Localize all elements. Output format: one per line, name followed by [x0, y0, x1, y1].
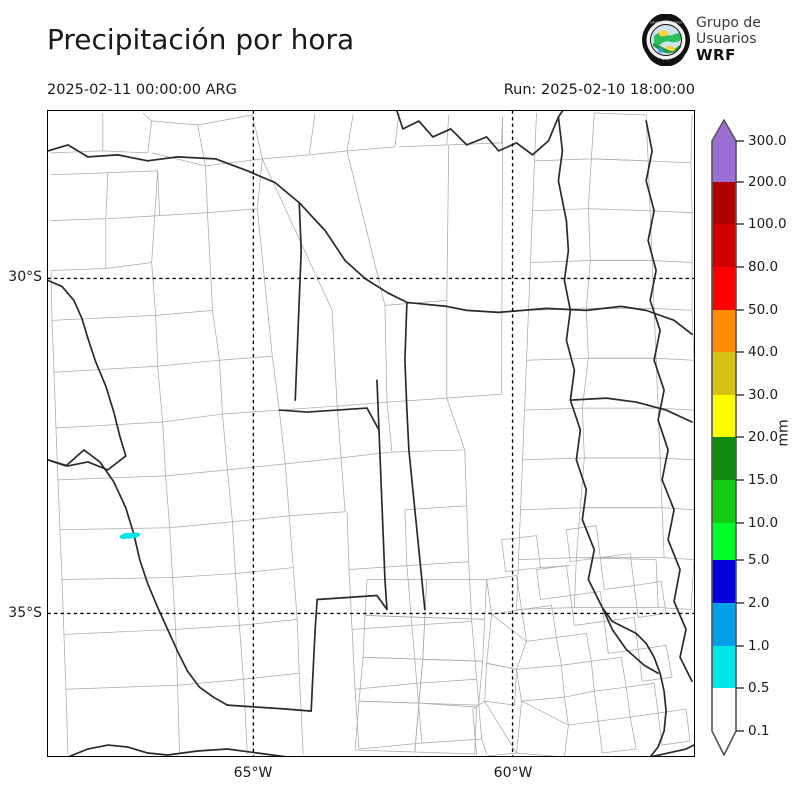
- colorbar-gradient: [711, 119, 744, 756]
- logo-line-1: Grupo de: [696, 15, 761, 31]
- colorbar-tick-0-5: 0.5: [748, 680, 770, 696]
- graticule: [48, 111, 694, 756]
- logo-line-2: Usuarios: [696, 31, 757, 47]
- logo-line-3: WRF: [696, 46, 736, 64]
- precipitation-field: [119, 532, 141, 540]
- lat-tick-35S: 35°S: [8, 605, 42, 621]
- colorbar-tick-80: 80.0: [748, 259, 779, 275]
- colorbar-tick-1: 1.0: [748, 638, 770, 654]
- province-boundaries: [48, 111, 694, 756]
- map-vector-layers: [48, 111, 694, 756]
- logo-text: Grupo de Usuarios WRF: [696, 15, 761, 63]
- colorbar-tick-30: 30.0: [748, 387, 779, 403]
- colorbar-tick-2: 2.0: [748, 595, 770, 611]
- page-title: Precipitación por hora: [47, 23, 355, 56]
- colorbar-tick-20: 20.0: [748, 429, 779, 445]
- svg-text:W R F: W R F: [662, 57, 671, 61]
- colorbar-tick-200: 200.0: [748, 174, 787, 190]
- colorbar-unit-label: mm: [775, 419, 792, 447]
- valid-time-label: 2025-02-11 00:00:00 ARG: [47, 82, 237, 98]
- colorbar-tick-50: 50.0: [748, 302, 779, 318]
- lon-tick-65W: 65°W: [233, 765, 273, 781]
- colorbar-tick-5: 5.0: [748, 552, 770, 568]
- colorbar-tick-300: 300.0: [748, 133, 787, 149]
- colorbar-tick-100: 100.0: [748, 216, 787, 232]
- colorbar-tick-40: 40.0: [748, 344, 779, 360]
- colorbar-tick-15: 15.0: [748, 472, 779, 488]
- colorbar[interactable]: 300.0 200.0 100.0 80.0 50.0 40.0 30.0 20…: [700, 110, 800, 760]
- colorbar-tick-10: 10.0: [748, 515, 779, 531]
- lat-tick-30S: 30°S: [8, 269, 42, 285]
- run-time-label: Run: 2025-02-10 18:00:00: [503, 82, 695, 98]
- colorbar-under-arrow: [712, 731, 736, 755]
- map-canvas[interactable]: [47, 110, 695, 757]
- colorbar-tick-0-1: 0.1: [748, 723, 770, 739]
- lon-tick-60W: 60°W: [493, 765, 533, 781]
- globe-emblem-icon: GRUPO DE USUARIOS W R F: [640, 13, 692, 67]
- svg-text:GRUPO DE USUARIOS: GRUPO DE USUARIOS: [650, 21, 683, 25]
- colorbar-over-arrow: [712, 120, 736, 141]
- department-boundaries: [49, 112, 694, 756]
- logo: GRUPO DE USUARIOS W R F Grupo de Usuario…: [640, 13, 800, 70]
